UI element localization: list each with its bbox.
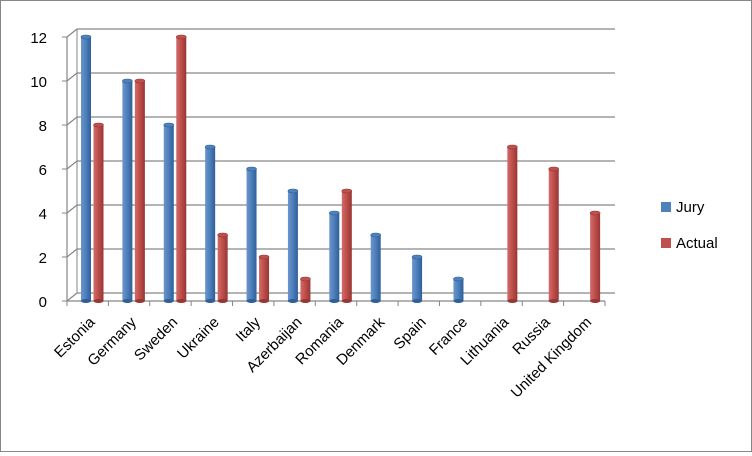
gridline	[66, 204, 615, 214]
y-tick-label: 10	[30, 74, 47, 91]
bar-jury-romania	[329, 210, 340, 303]
gridline	[66, 292, 615, 302]
bar-actual-lithuania	[507, 144, 518, 303]
bar-jury-germany	[122, 78, 133, 303]
y-tick-label: 2	[39, 250, 47, 267]
bar-jury-estonia	[80, 34, 92, 303]
bar-actual-united-kingdom	[589, 210, 601, 303]
bar-actual-russia	[548, 166, 560, 303]
x-category-label: Ukraine	[174, 314, 223, 363]
legend-swatch-jury	[661, 202, 671, 212]
bar-actual-ukraine	[217, 232, 228, 303]
legend-swatch-actual	[661, 238, 671, 248]
bar-actual-sweden	[175, 34, 187, 303]
bar-jury-france	[453, 276, 464, 303]
gridline	[66, 248, 615, 258]
y-tick-label: 8	[39, 118, 47, 135]
legend-label-jury: Jury	[676, 199, 705, 216]
bar-jury-azerbaijan	[287, 188, 299, 303]
bar-jury-italy	[246, 166, 257, 303]
x-category-label: Sweden	[131, 314, 181, 364]
gridline	[66, 160, 615, 170]
y-tick-label: 4	[39, 206, 47, 223]
y-tick-label: 6	[39, 162, 47, 179]
bar-actual-estonia	[93, 122, 104, 303]
y-tick-label: 12	[30, 30, 47, 47]
bar-actual-romania	[341, 188, 353, 303]
bar-actual-italy	[258, 254, 270, 303]
bar-actual-azerbaijan	[300, 276, 311, 303]
legend-label-actual: Actual	[676, 235, 718, 252]
bars	[80, 34, 601, 303]
gridline	[66, 116, 615, 126]
gridlines	[66, 28, 615, 302]
gridline	[66, 72, 615, 82]
x-category-label: Spain	[390, 314, 429, 353]
bar-jury-spain	[411, 254, 423, 303]
x-category-label: Italy	[233, 313, 265, 345]
bar-jury-ukraine	[204, 144, 216, 303]
bar-jury-denmark	[370, 232, 381, 303]
bar-jury-sweden	[163, 122, 175, 303]
bar-actual-germany	[134, 78, 146, 303]
y-tick-labels: 0 2 4 6 8 10 12	[30, 30, 47, 311]
gridline	[66, 28, 615, 38]
y-tick-label: 0	[39, 294, 47, 311]
legend: Jury Actual	[661, 199, 718, 252]
